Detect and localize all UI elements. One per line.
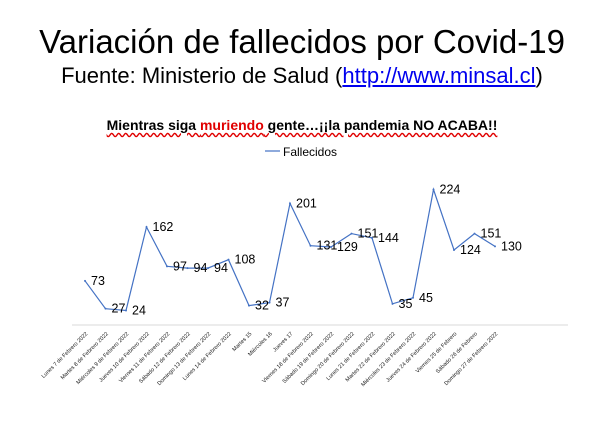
data-label: 129 [337, 240, 358, 254]
data-label: 35 [399, 297, 413, 311]
data-label: 144 [378, 231, 399, 245]
data-point [432, 188, 435, 191]
data-label: 151 [358, 227, 379, 241]
data-label: 94 [214, 261, 228, 275]
data-label: 97 [173, 259, 187, 273]
data-label: 131 [317, 239, 338, 253]
data-label: 224 [440, 182, 461, 196]
data-point [494, 245, 496, 248]
page-title: Variación de fallecidos por Covid-19 [39, 23, 565, 60]
data-label: 32 [255, 299, 269, 313]
data-point [125, 309, 127, 312]
banner-part1: Mientras siga [106, 117, 200, 133]
data-label: 37 [276, 296, 290, 310]
data-point [207, 267, 209, 270]
data-point [330, 245, 332, 248]
data-point [84, 279, 86, 282]
data-point [473, 232, 476, 235]
subtitle-prefix: Fuente: Ministerio de Salud ( [61, 63, 343, 88]
data-label: 24 [132, 303, 146, 317]
data-point [186, 267, 189, 270]
data-point [289, 202, 291, 205]
series-line-fallecidos [84, 187, 496, 312]
data-point [227, 258, 230, 261]
banner-highlight: muriendo [199, 117, 264, 133]
data-label: 162 [153, 220, 174, 234]
data-label: 108 [235, 253, 256, 267]
data-label: 201 [296, 196, 317, 210]
data-label: 130 [501, 239, 522, 253]
data-label: 124 [460, 243, 481, 257]
data-label: 45 [419, 291, 433, 305]
data-point [248, 304, 250, 307]
data-label: 94 [194, 261, 208, 275]
banner-part3: gente…¡¡la pandemia NO ACABA!! [263, 117, 498, 133]
legend-label: Fallecidos [283, 145, 337, 159]
data-point [391, 302, 394, 305]
data-label: 151 [481, 227, 502, 241]
data-label: 73 [91, 274, 105, 288]
data-point [453, 248, 455, 251]
data-point [268, 301, 271, 304]
data-point [145, 225, 148, 228]
chart-banner: Mientras siga muriendo gente…¡¡la pandem… [0, 116, 604, 134]
data-point [166, 265, 168, 268]
data-point [412, 296, 414, 299]
data-label: 27 [112, 302, 126, 316]
subtitle-suffix: ) [535, 63, 543, 88]
data-point [371, 236, 373, 239]
minsal-link[interactable]: http://www.minsal.cl [342, 63, 536, 88]
data-point [350, 232, 353, 235]
page-subtitle: Fuente: Ministerio de Salud (http://www.… [0, 62, 604, 90]
data-point [309, 244, 312, 247]
data-point [104, 307, 107, 310]
chart-legend: Fallecidos [265, 145, 337, 159]
